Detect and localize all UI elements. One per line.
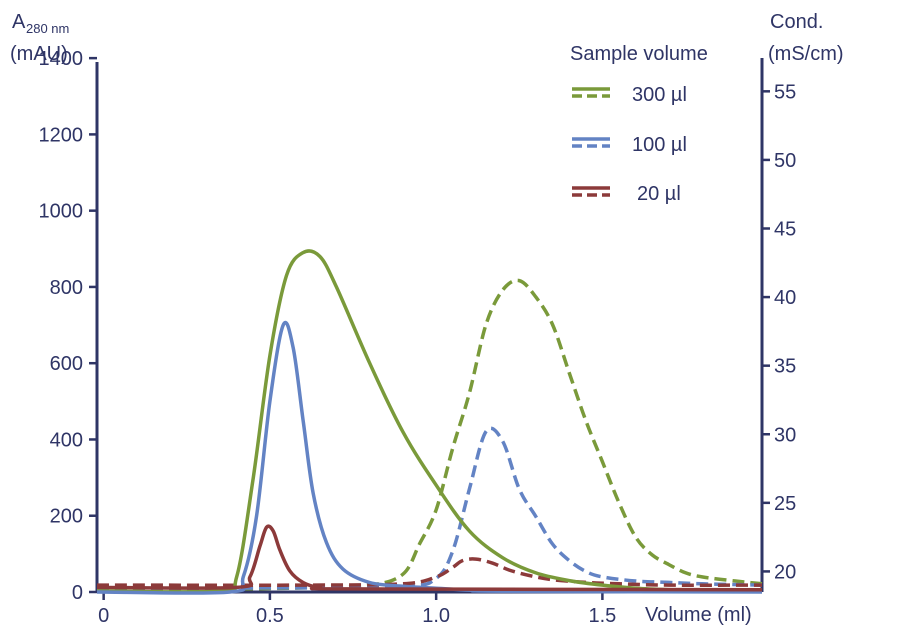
right-tick-label: 25 [774, 493, 796, 515]
x-tick-label: 1.5 [588, 605, 616, 627]
left-axis-label-unit: (mAU) [10, 43, 68, 65]
x-axis-label: Volume (ml) [645, 604, 752, 626]
absorbance-line-100ul [96, 320, 763, 595]
left-tick-label: 400 [50, 429, 83, 451]
series-layer [96, 249, 763, 595]
legend-label: 300 µl [632, 84, 687, 106]
right-tick-label: 45 [774, 218, 796, 240]
left-axis-label-subscript: 280 nm [26, 21, 69, 36]
left-tick-label: 1400 [39, 48, 84, 70]
x-tick-label: 0.5 [256, 605, 284, 627]
left-tick-label: 1200 [39, 124, 84, 146]
right-tick-label: 20 [774, 561, 796, 583]
right-tick-label: 35 [774, 356, 796, 378]
right-tick-label: 55 [774, 81, 796, 103]
left-tick-label: 600 [50, 353, 83, 375]
x-tick-label: 0 [98, 605, 109, 627]
legend-title: Sample volume [570, 43, 708, 65]
absorbance-line-300ul [96, 249, 763, 594]
left-tick-label: 0 [72, 582, 83, 604]
absorbance-line-20ul [96, 524, 763, 592]
right-tick-label: 30 [774, 424, 796, 446]
legend-label: 20 µl [637, 183, 681, 205]
legend-label: 100 µl [632, 134, 687, 156]
x-tick-label: 1.0 [422, 605, 450, 627]
conductivity-line-300ul [96, 278, 763, 592]
right-axis-ticks: 20 25 30 35 40 45 50 55 [762, 81, 796, 583]
legend: 300 µl 100 µl 20 µl [572, 84, 687, 205]
left-tick-label: 1000 [39, 201, 84, 223]
left-tick-label: 200 [50, 506, 83, 528]
conductivity-line-20ul [96, 557, 763, 587]
right-tick-label: 50 [774, 150, 796, 172]
left-axis-label-a: A [12, 11, 26, 33]
right-axis-label-title: Cond. [770, 11, 823, 33]
conductivity-line-100ul [96, 426, 763, 590]
right-tick-label: 40 [774, 287, 796, 309]
left-tick-label: 800 [50, 277, 83, 299]
left-axis-ticks: 0 200 400 600 800 1000 1200 1400 [39, 48, 97, 604]
x-axis-ticks: 0 0.5 1.0 1.5 [98, 592, 616, 627]
right-axis-label-unit: (mS/cm) [768, 43, 844, 65]
